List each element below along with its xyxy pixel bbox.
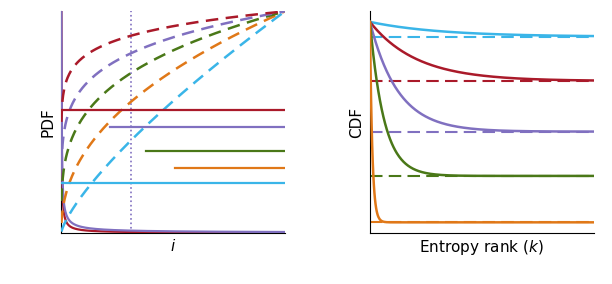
X-axis label: $i$: $i$ [170,239,176,254]
Y-axis label: CDF: CDF [349,106,364,138]
Y-axis label: PDF: PDF [40,107,56,137]
X-axis label: Entropy rank $(k)$: Entropy rank $(k)$ [419,239,544,257]
